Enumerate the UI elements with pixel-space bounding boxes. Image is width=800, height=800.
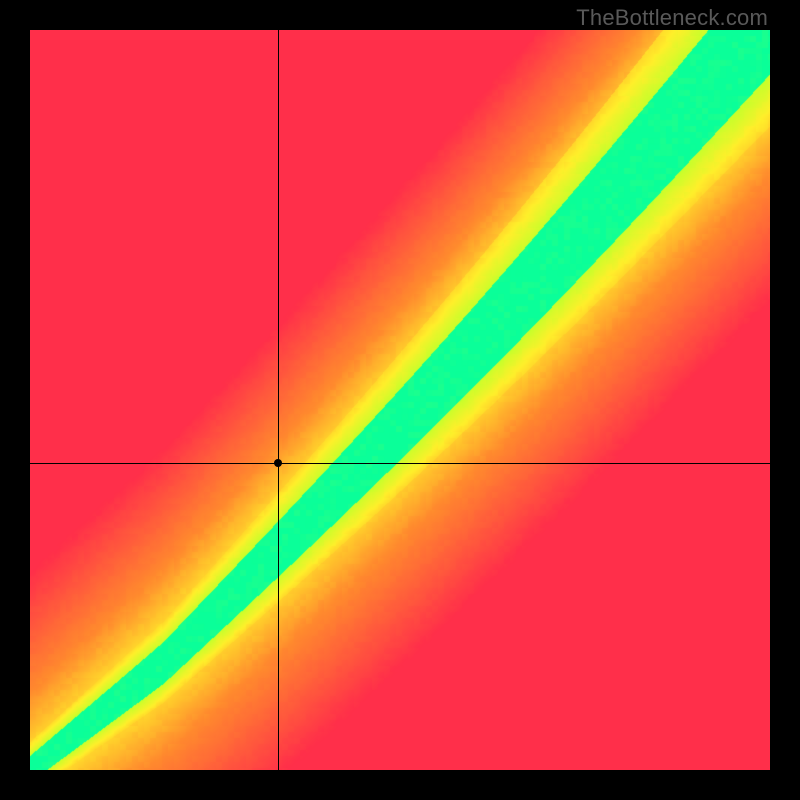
crosshair-vertical [278,30,279,770]
selected-point [274,459,282,467]
chart-wrap [30,30,770,770]
crosshair-horizontal [30,463,770,464]
bottleneck-heatmap [30,30,770,770]
watermark-text: TheBottleneck.com [576,5,768,31]
